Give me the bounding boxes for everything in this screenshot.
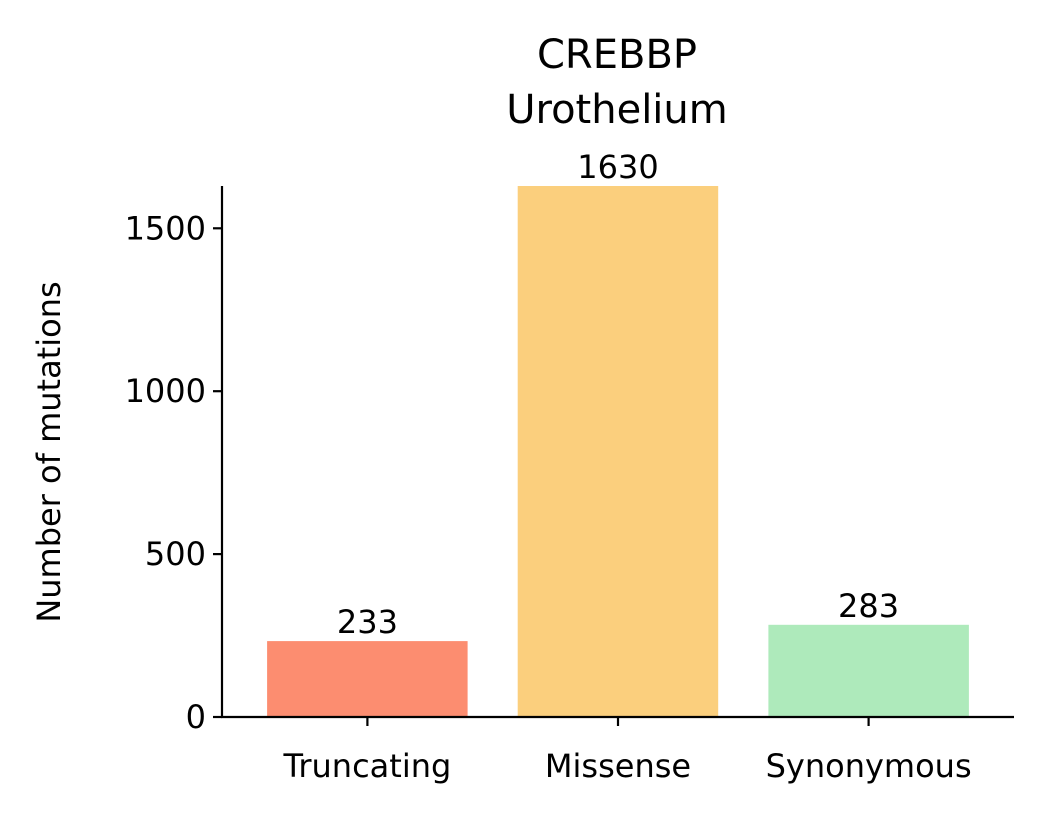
value-labels-group: 233 1630 283 (337, 148, 899, 641)
value-label-synonymous: 283 (838, 587, 899, 625)
value-label-missense: 1630 (577, 148, 658, 186)
value-label-truncating: 233 (337, 603, 398, 641)
y-tick-label-0: 0 (186, 698, 206, 736)
x-tick-label-synonymous: Synonymous (766, 747, 972, 785)
chart-title-line-2: Urothelium (506, 87, 728, 133)
y-tick-label-500: 500 (145, 535, 206, 573)
x-tick-label-missense: Missense (545, 747, 691, 785)
x-axis-ticks: Truncating Missense Synonymous (283, 717, 972, 785)
y-tick-label-1000: 1000 (125, 372, 206, 410)
x-tick-label-truncating: Truncating (283, 747, 452, 785)
chart-title-line-1: CREBBP (537, 32, 697, 78)
y-axis-label: Number of mutations (30, 281, 68, 622)
bars-group (267, 186, 969, 717)
y-axis-ticks: 0 500 1000 1500 (125, 209, 222, 736)
chart-title: CREBBP Urothelium (506, 32, 728, 133)
y-tick-label-1500: 1500 (125, 209, 206, 247)
bar-missense (517, 186, 719, 717)
bar-truncating (267, 641, 468, 717)
bar-synonymous (768, 624, 969, 717)
